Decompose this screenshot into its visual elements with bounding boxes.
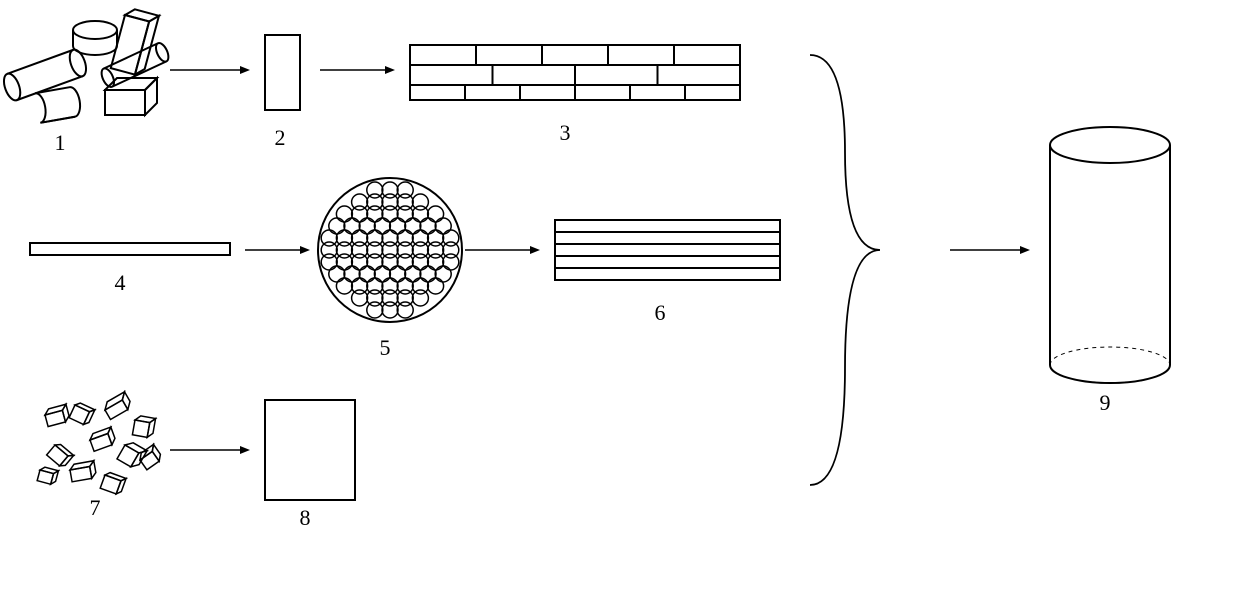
node-6 <box>555 220 780 280</box>
node-1 <box>1 7 171 123</box>
node-9 <box>1050 127 1170 383</box>
node-8 <box>265 400 355 500</box>
svg-text:6: 6 <box>655 300 666 325</box>
svg-text:1: 1 <box>55 130 66 155</box>
svg-text:3: 3 <box>560 120 571 145</box>
svg-text:2: 2 <box>275 125 286 150</box>
svg-text:9: 9 <box>1100 390 1111 415</box>
node-7 <box>37 392 163 496</box>
node-5 <box>318 178 462 322</box>
brace <box>810 55 880 485</box>
svg-text:4: 4 <box>115 270 126 295</box>
node-3 <box>410 45 740 100</box>
svg-text:7: 7 <box>90 495 101 520</box>
svg-text:8: 8 <box>300 505 311 530</box>
svg-text:5: 5 <box>380 335 391 360</box>
node-4 <box>30 243 230 255</box>
node-2 <box>265 35 300 110</box>
